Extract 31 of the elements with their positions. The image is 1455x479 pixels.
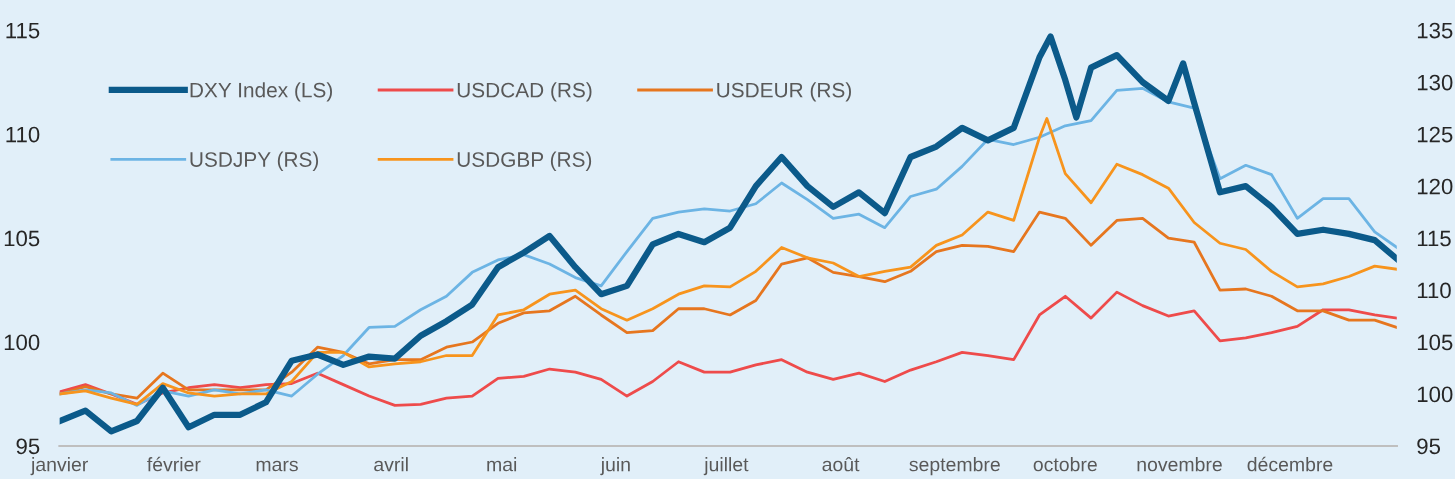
x-tick-label: février bbox=[147, 456, 201, 472]
y2-tick-label: 125 bbox=[1417, 126, 1453, 143]
x-tick-label: septembre bbox=[909, 457, 1000, 476]
y-tick-label: 95 bbox=[16, 438, 40, 455]
x-tick-label: mai bbox=[487, 457, 517, 472]
legend-label: USDCAD (RS) bbox=[457, 82, 592, 102]
legend-label: DXY Index (LS) bbox=[190, 82, 332, 102]
y-tick-label: 105 bbox=[4, 230, 40, 247]
y2-tick-label: 95 bbox=[1417, 438, 1441, 455]
x-tick-label: décembre bbox=[1247, 456, 1333, 472]
y-tick-label: 115 bbox=[6, 22, 40, 39]
x-tick-label: juillet bbox=[703, 457, 749, 476]
x-tick-label: mars bbox=[256, 460, 298, 472]
x-tick-label: janvier bbox=[30, 457, 88, 476]
y2-tick-label: 115 bbox=[1417, 230, 1451, 247]
y2-tick-label: 135 bbox=[1417, 22, 1453, 39]
x-tick-label: avril bbox=[374, 457, 408, 472]
y-tick-label: 110 bbox=[6, 126, 40, 143]
y-tick-label: 100 bbox=[4, 334, 40, 351]
x-tick-label: juin bbox=[600, 457, 630, 476]
legend-label: USDEUR (RS) bbox=[717, 82, 851, 102]
y2-tick-label: 110 bbox=[1417, 282, 1451, 299]
x-tick-label: août bbox=[822, 457, 860, 472]
x-tick-label: novembre bbox=[1137, 457, 1222, 472]
y2-tick-label: 105 bbox=[1417, 334, 1453, 351]
x-tick-label: octobre bbox=[1033, 457, 1097, 472]
legend-label: USDJPY (RS) bbox=[190, 151, 319, 172]
y2-tick-label: 100 bbox=[1417, 386, 1453, 403]
legend-label: USDGBP (RS) bbox=[457, 151, 592, 172]
y2-tick-label: 120 bbox=[1417, 178, 1453, 195]
y2-tick-label: 130 bbox=[1417, 74, 1453, 91]
